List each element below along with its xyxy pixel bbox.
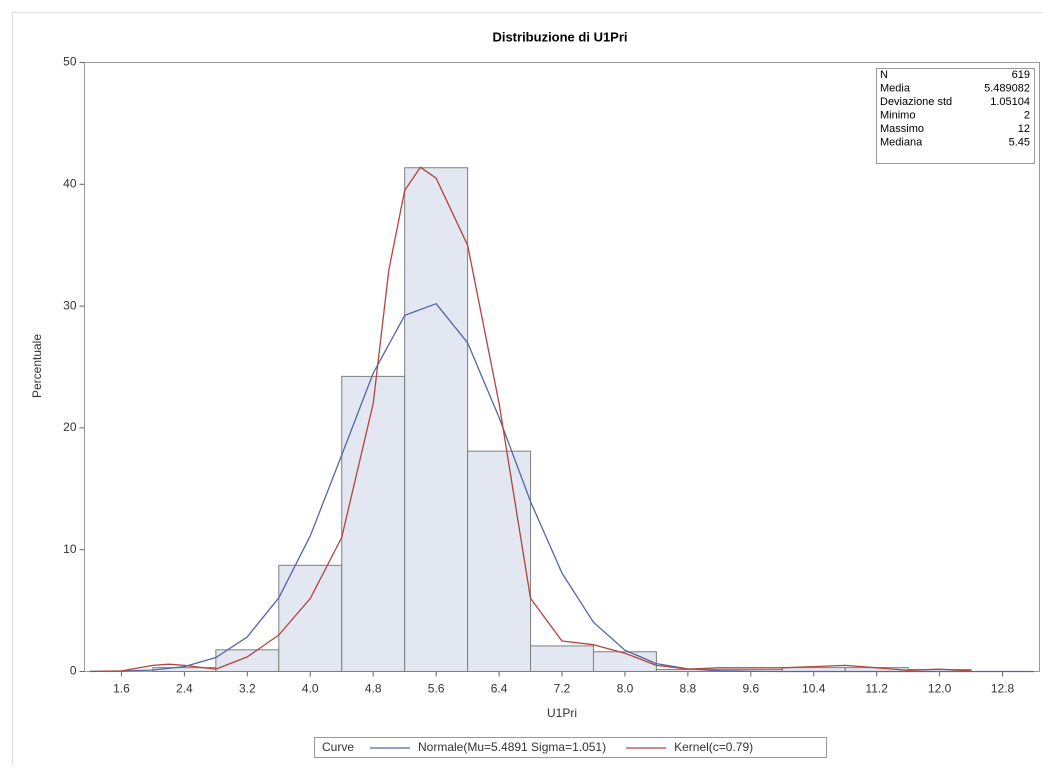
bar xyxy=(467,450,532,672)
x-tick-label: 3.2 xyxy=(239,682,256,696)
x-tick-label: 12.8 xyxy=(991,682,1015,696)
x-tick-label: 8.8 xyxy=(680,682,697,696)
legend-title: Curve xyxy=(322,740,354,754)
x-tick-label: 11.2 xyxy=(865,682,888,696)
y-tick-label: 10 xyxy=(63,542,77,556)
legend-label: Kernel(c=0.79) xyxy=(674,740,753,754)
stats-value: 12 xyxy=(1018,123,1030,135)
stats-value: 5.45 xyxy=(1009,136,1030,148)
chart-title: Distribuzione di U1Pri xyxy=(492,29,627,44)
curve xyxy=(89,166,972,673)
curve xyxy=(89,303,1034,673)
x-tick-label: 12.0 xyxy=(928,682,952,696)
y-tick-label: 20 xyxy=(63,420,77,434)
stats-label: Minimo xyxy=(880,109,915,121)
stats-value: 5.489082 xyxy=(984,82,1030,94)
x-tick-label: 4.8 xyxy=(365,682,382,696)
y-tick-label: 40 xyxy=(63,176,77,190)
stats-label: Massimo xyxy=(880,123,924,135)
y-tick-label: 30 xyxy=(63,298,77,312)
x-tick-label: 8.0 xyxy=(617,682,634,696)
stats-label: N xyxy=(880,69,888,81)
x-tick-label: 4.0 xyxy=(302,682,319,696)
x-tick-label: 9.6 xyxy=(742,682,759,696)
bar xyxy=(341,375,406,672)
stats-box xyxy=(876,68,1035,164)
x-tick-label: 2.4 xyxy=(176,682,193,696)
x-axis-label: U1Pri xyxy=(547,706,577,720)
bar xyxy=(530,645,594,672)
legend-box xyxy=(314,737,827,758)
frame xyxy=(12,12,1043,765)
x-tick-label: 7.2 xyxy=(554,682,571,696)
y-tick-label: 50 xyxy=(63,55,77,69)
x-tick-label: 1.6 xyxy=(113,682,130,696)
y-tick-label: 0 xyxy=(70,664,77,678)
stats-value: 619 xyxy=(1012,69,1030,81)
x-tick-label: 10.4 xyxy=(802,682,826,696)
x-tick-label: 5.6 xyxy=(428,682,445,696)
stats-label: Deviazione std xyxy=(880,96,952,108)
x-tick-label: 6.4 xyxy=(491,682,508,696)
stats-label: Media xyxy=(880,82,911,94)
bar xyxy=(215,649,280,672)
stats-value: 1.05104 xyxy=(990,96,1030,108)
bar xyxy=(278,564,343,673)
y-axis-label: Percentuale xyxy=(30,334,44,398)
legend-label: Normale(Mu=5.4891 Sigma=1.051) xyxy=(418,740,606,754)
stats-label: Mediana xyxy=(880,136,923,148)
bar xyxy=(404,167,469,672)
stats-value: 2 xyxy=(1024,109,1030,121)
